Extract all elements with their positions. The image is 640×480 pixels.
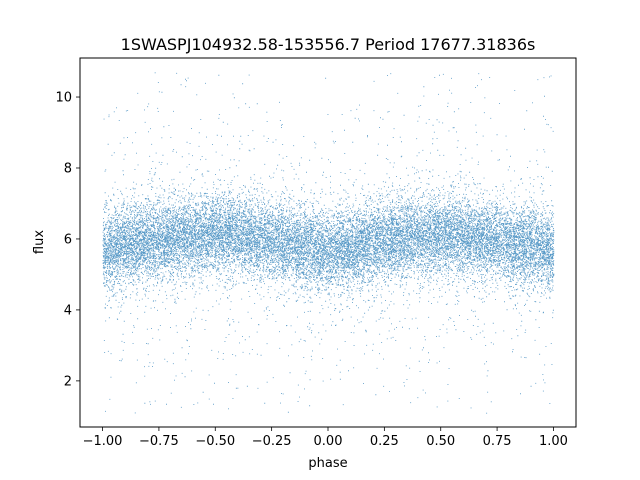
- x-tick-label: −1.00: [83, 434, 123, 449]
- x-tick-label: 0.75: [483, 434, 512, 449]
- y-tick-label: 4: [64, 303, 72, 318]
- x-axis-ticks: −1.00 −0.75 −0.50 −0.25 0.00 0.25 0.50 0.75 1.00: [83, 427, 568, 449]
- y-tick-label: 8: [64, 161, 72, 176]
- x-tick-label: 0.00: [314, 434, 343, 449]
- x-tick-label: −0.75: [139, 434, 179, 449]
- x-tick-label: 1.00: [539, 434, 568, 449]
- y-axis-label: flux: [32, 230, 47, 254]
- scatter-point-cloud: [102, 72, 555, 414]
- x-axis-label: phase: [308, 456, 347, 471]
- y-tick-label: 6: [64, 232, 72, 247]
- data-points: [102, 72, 555, 414]
- y-tick-label: 2: [64, 374, 72, 389]
- x-tick-label: −0.50: [195, 434, 235, 449]
- chart-title: 1SWASPJ104932.58-153556.7 Period 17677.3…: [121, 35, 536, 54]
- x-tick-label: 0.25: [370, 434, 399, 449]
- x-tick-label: 0.50: [426, 434, 455, 449]
- y-tick-label: 10: [55, 91, 72, 106]
- x-tick-label: −0.25: [252, 434, 292, 449]
- y-axis-ticks: 2 4 6 8 10: [55, 91, 80, 389]
